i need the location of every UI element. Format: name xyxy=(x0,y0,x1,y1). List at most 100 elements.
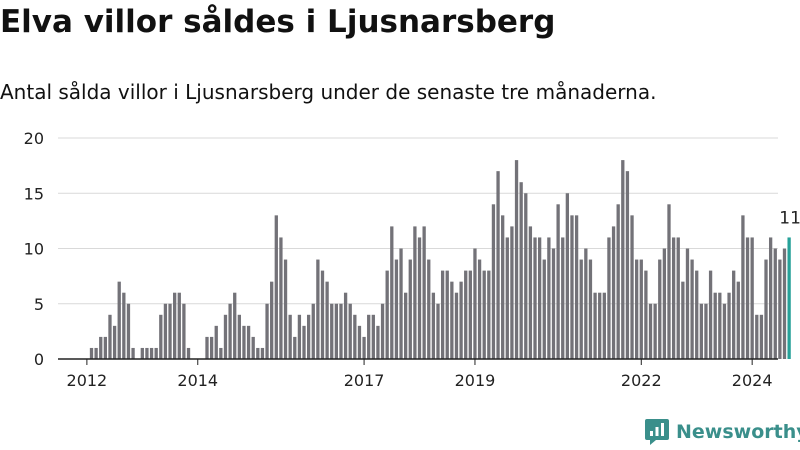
bar xyxy=(510,226,514,359)
bar xyxy=(343,292,348,359)
bar xyxy=(593,292,597,359)
bar xyxy=(228,303,232,359)
bar xyxy=(732,270,736,359)
bar xyxy=(246,325,251,359)
bar xyxy=(89,347,94,359)
bar xyxy=(131,347,135,359)
bar xyxy=(417,237,422,359)
bar xyxy=(260,347,265,359)
bar xyxy=(450,281,454,359)
bar xyxy=(699,303,703,359)
bar xyxy=(482,270,486,359)
bar xyxy=(635,259,639,359)
bar xyxy=(316,259,320,359)
bar xyxy=(219,347,223,359)
bar xyxy=(658,259,662,359)
bar xyxy=(533,237,537,359)
newsworthy-logo-icon xyxy=(645,419,669,445)
bar xyxy=(551,248,556,359)
bar xyxy=(561,237,565,359)
x-tick-label: 2024 xyxy=(732,371,773,390)
bar xyxy=(380,303,385,359)
bar xyxy=(177,292,181,359)
bar xyxy=(524,193,528,359)
bar xyxy=(431,292,436,359)
bar xyxy=(145,347,149,359)
bar xyxy=(108,314,112,359)
bar xyxy=(565,193,570,359)
bar-highlight xyxy=(787,237,791,359)
highlight-value-label: 11 xyxy=(779,208,800,228)
bar xyxy=(653,303,657,359)
bar xyxy=(399,248,403,359)
bar xyxy=(588,259,593,359)
y-tick-label: 5 xyxy=(34,295,44,314)
bar xyxy=(607,237,611,359)
brand-name: Newsworthy xyxy=(676,421,800,443)
bar xyxy=(242,325,246,359)
bar xyxy=(283,259,288,359)
bar xyxy=(473,248,477,359)
bar xyxy=(505,237,509,359)
bar xyxy=(371,314,375,359)
bar xyxy=(223,314,228,359)
chart-title: Elva villor såldes i Ljusnarsberg xyxy=(0,4,556,40)
bar xyxy=(154,347,158,359)
bar xyxy=(436,303,440,359)
bar xyxy=(306,314,311,359)
bar xyxy=(297,314,302,359)
y-tick-label: 15 xyxy=(24,184,44,203)
bar xyxy=(173,292,177,359)
bar xyxy=(537,237,542,359)
bar xyxy=(339,303,343,359)
bar xyxy=(413,226,417,359)
bar xyxy=(163,303,168,359)
bar xyxy=(311,303,315,359)
bar xyxy=(445,270,449,359)
bar xyxy=(630,215,634,359)
bar xyxy=(214,325,218,359)
bar xyxy=(690,259,694,359)
bar xyxy=(256,347,260,359)
bar xyxy=(676,237,680,359)
bar xyxy=(579,259,583,359)
bar xyxy=(279,237,283,359)
bar xyxy=(477,259,482,359)
x-tick-label: 2022 xyxy=(621,371,662,390)
bar xyxy=(644,270,648,359)
bar xyxy=(265,303,269,359)
bar xyxy=(408,259,412,359)
bar xyxy=(205,336,209,359)
bar xyxy=(528,226,533,359)
bar xyxy=(362,336,366,359)
brand-logo: Newsworthy xyxy=(644,418,800,446)
x-tick-label: 2014 xyxy=(177,371,218,390)
bar xyxy=(140,347,144,359)
bar xyxy=(514,160,519,359)
bar xyxy=(112,325,117,359)
bar xyxy=(713,292,717,359)
bar xyxy=(459,281,463,359)
bar xyxy=(404,292,408,359)
bar xyxy=(750,237,754,359)
bar xyxy=(574,215,579,359)
bar xyxy=(122,292,126,359)
bar xyxy=(334,303,339,359)
bar xyxy=(741,215,745,359)
bar xyxy=(149,347,154,359)
bar xyxy=(759,314,764,359)
bar xyxy=(126,303,131,359)
bar xyxy=(685,248,690,359)
bar xyxy=(496,171,500,359)
bar xyxy=(616,204,620,359)
bar xyxy=(186,347,191,359)
y-tick-label: 20 xyxy=(24,129,44,148)
bar xyxy=(778,259,782,359)
bar xyxy=(570,215,574,359)
bar xyxy=(385,270,389,359)
bar xyxy=(376,325,380,359)
bar xyxy=(681,281,685,359)
bar xyxy=(621,160,625,359)
chart-subtitle: Antal sålda villor i Ljusnarsberg under … xyxy=(0,80,657,104)
